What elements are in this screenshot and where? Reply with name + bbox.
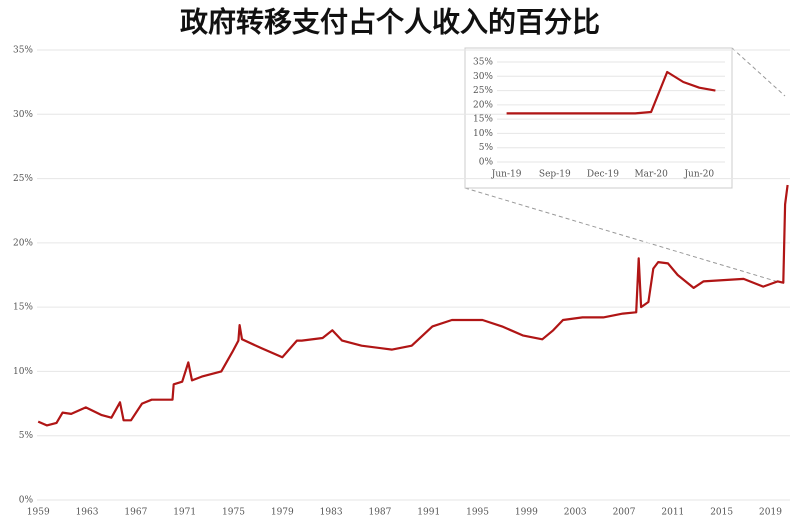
inset-frame bbox=[464, 47, 733, 189]
y-tick-label: 30% bbox=[473, 72, 493, 82]
y-tick-label: 35% bbox=[13, 46, 33, 56]
x-tick-label: 1959 bbox=[27, 508, 50, 518]
x-tick-label: Jun-20 bbox=[683, 170, 714, 180]
connector bbox=[464, 187, 783, 284]
x-tick-label: 1975 bbox=[222, 508, 245, 518]
chart-title: 政府转移支付占个人收入的百分比 bbox=[180, 6, 600, 39]
x-tick-label: Dec-19 bbox=[587, 170, 619, 180]
connector bbox=[731, 47, 786, 97]
x-tick-label: 1999 bbox=[515, 508, 538, 518]
x-tick-label: 1967 bbox=[124, 508, 147, 518]
y-tick-label: 10% bbox=[473, 129, 493, 139]
y-tick-label: 20% bbox=[13, 238, 33, 248]
line-series bbox=[506, 70, 716, 115]
y-tick-label: 35% bbox=[473, 58, 493, 68]
y-tick-label: 0% bbox=[19, 496, 34, 506]
y-tick-label: 15% bbox=[473, 115, 493, 125]
y-tick-label: 20% bbox=[473, 100, 493, 110]
y-tick-label: 5% bbox=[479, 143, 494, 153]
y-tick-label: 30% bbox=[13, 110, 33, 120]
x-tick-label: Mar-20 bbox=[634, 170, 668, 180]
x-tick-label: 1983 bbox=[320, 508, 343, 518]
x-tick-label: 2015 bbox=[710, 508, 733, 518]
x-tick-label: 1987 bbox=[368, 508, 391, 518]
y-tick-label: 25% bbox=[13, 174, 33, 184]
x-tick-label: Sep-19 bbox=[539, 170, 571, 180]
x-tick-label: 2019 bbox=[759, 508, 782, 518]
x-tick-label: 2003 bbox=[564, 508, 587, 518]
y-tick-label: 10% bbox=[13, 367, 33, 377]
x-tick-label: Jun-19 bbox=[491, 170, 522, 180]
x-tick-label: 2011 bbox=[661, 508, 684, 518]
y-tick-label: 25% bbox=[473, 86, 493, 96]
x-tick-label: 1991 bbox=[417, 508, 440, 518]
y-tick-label: 5% bbox=[19, 431, 34, 441]
x-tick-label: 2007 bbox=[613, 508, 636, 518]
x-tick-label: 1963 bbox=[76, 508, 99, 518]
y-tick-label: 0% bbox=[479, 158, 494, 168]
y-tick-label: 15% bbox=[13, 303, 33, 313]
x-tick-label: 1971 bbox=[173, 508, 196, 518]
x-tick-label: 1995 bbox=[466, 508, 489, 518]
x-tick-label: 1979 bbox=[271, 508, 294, 518]
line-series bbox=[37, 184, 789, 427]
